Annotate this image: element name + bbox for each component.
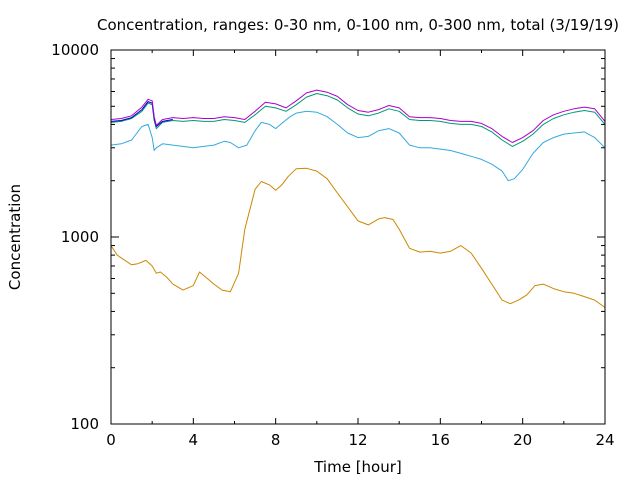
x-tick-label: 4 bbox=[189, 431, 199, 449]
y-axis-label: Concentration bbox=[6, 184, 24, 290]
x-tick-label: 12 bbox=[348, 431, 367, 449]
plot-area: 0 4 8 12 16 20 24 100 1000 10000 bbox=[51, 41, 614, 449]
y-tick-label: 10000 bbox=[51, 41, 99, 59]
series-line-2 bbox=[110, 110, 606, 182]
plot-frame bbox=[110, 49, 606, 425]
x-tick-label: 20 bbox=[513, 431, 532, 449]
series-line-1 bbox=[110, 167, 606, 308]
y-tick-label: 100 bbox=[70, 415, 99, 433]
x-tick-label: 8 bbox=[271, 431, 281, 449]
x-axis-label: Time [hour] bbox=[313, 458, 402, 476]
series-line-3 bbox=[110, 93, 606, 147]
x-tick-label: 16 bbox=[431, 431, 450, 449]
series-line-4 bbox=[110, 101, 173, 127]
series-line-5 bbox=[110, 89, 606, 143]
chart-title: Concentration, ranges: 0-30 nm, 0-100 nm… bbox=[97, 16, 619, 34]
x-tick-label: 24 bbox=[595, 431, 614, 449]
x-tick-label: 0 bbox=[106, 431, 116, 449]
y-tick-label: 1000 bbox=[61, 228, 99, 246]
